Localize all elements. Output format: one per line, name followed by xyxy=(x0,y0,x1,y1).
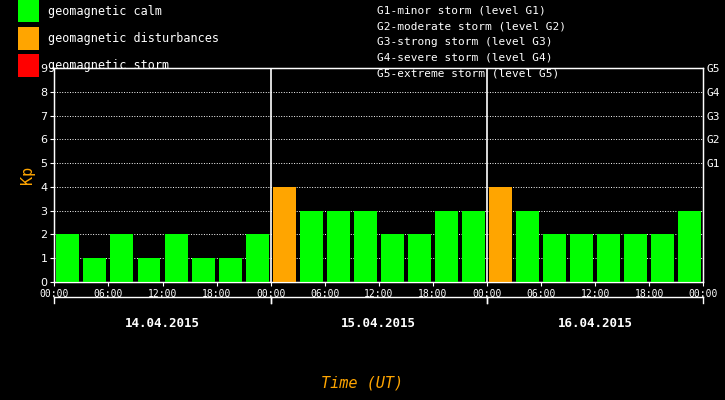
Text: geomagnetic calm: geomagnetic calm xyxy=(48,5,162,18)
Bar xyxy=(381,234,404,282)
Text: 15.04.2015: 15.04.2015 xyxy=(341,317,416,330)
Bar xyxy=(327,211,349,282)
Bar xyxy=(679,211,701,282)
Text: 14.04.2015: 14.04.2015 xyxy=(125,317,200,330)
Text: 16.04.2015: 16.04.2015 xyxy=(558,317,633,330)
Bar xyxy=(18,27,39,50)
Bar xyxy=(18,54,39,77)
Text: G4-severe storm (level G4): G4-severe storm (level G4) xyxy=(377,52,552,62)
Text: geomagnetic storm: geomagnetic storm xyxy=(48,59,169,72)
Bar xyxy=(219,258,241,282)
Bar xyxy=(570,234,593,282)
Bar xyxy=(651,234,674,282)
Bar xyxy=(597,234,620,282)
Bar xyxy=(408,234,431,282)
Bar xyxy=(435,211,458,282)
Bar xyxy=(18,0,39,22)
Y-axis label: Kp: Kp xyxy=(20,166,35,184)
Bar xyxy=(165,234,188,282)
Text: G2-moderate storm (level G2): G2-moderate storm (level G2) xyxy=(377,21,566,31)
Bar xyxy=(138,258,160,282)
Text: G5-extreme storm (level G5): G5-extreme storm (level G5) xyxy=(377,68,559,78)
Bar xyxy=(354,211,377,282)
Bar xyxy=(191,258,215,282)
Bar xyxy=(543,234,566,282)
Bar xyxy=(489,187,512,282)
Bar xyxy=(299,211,323,282)
Bar xyxy=(516,211,539,282)
Bar xyxy=(110,234,133,282)
Bar xyxy=(273,187,296,282)
Bar xyxy=(624,234,647,282)
Text: G1-minor storm (level G1): G1-minor storm (level G1) xyxy=(377,6,545,16)
Text: G3-strong storm (level G3): G3-strong storm (level G3) xyxy=(377,37,552,47)
Bar xyxy=(57,234,79,282)
Bar xyxy=(462,211,485,282)
Bar xyxy=(246,234,269,282)
Text: geomagnetic disturbances: geomagnetic disturbances xyxy=(48,32,219,45)
Text: Time (UT): Time (UT) xyxy=(321,375,404,390)
Bar xyxy=(83,258,107,282)
